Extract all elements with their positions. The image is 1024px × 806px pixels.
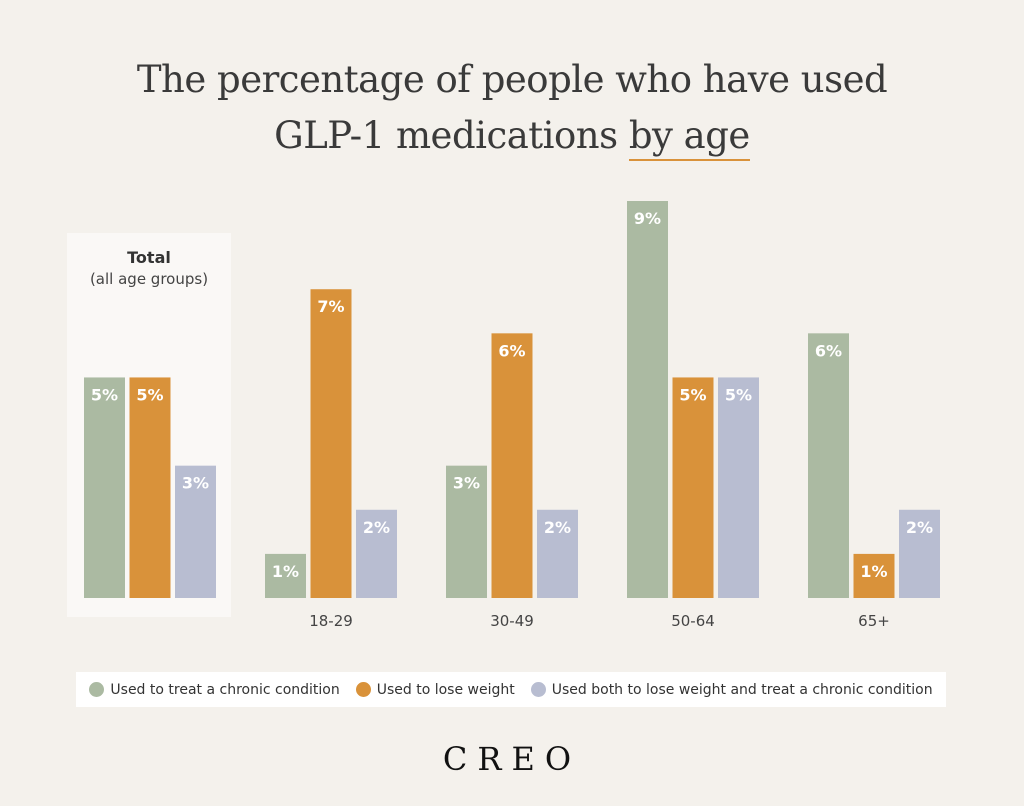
bar-50-64-0 bbox=[627, 201, 668, 598]
bar-65+-0 bbox=[808, 333, 849, 598]
legend-swatch-green bbox=[89, 682, 105, 697]
data-label: 7% bbox=[317, 297, 344, 316]
legend-item-chronic: Used to treat a chronic condition bbox=[89, 681, 340, 698]
x-tick-label: 65+ bbox=[858, 612, 890, 630]
legend-item-both: Used both to lose weight and treat a chr… bbox=[530, 681, 933, 698]
bar-30-49-0 bbox=[446, 465, 487, 598]
creo-logo: CREO bbox=[442, 740, 582, 778]
legend-swatch-lavender bbox=[530, 682, 546, 697]
bar-30-49-1 bbox=[491, 333, 533, 598]
legend-item-weight: Used to lose weight bbox=[355, 681, 515, 698]
data-label: 2% bbox=[363, 518, 390, 537]
data-label: 6% bbox=[498, 341, 525, 360]
data-label: 1% bbox=[272, 562, 299, 581]
data-label: 5% bbox=[679, 385, 706, 404]
title-line-1: The percentage of people who have used bbox=[136, 58, 888, 101]
bar-50-64-1 bbox=[672, 377, 714, 598]
title-line-2-prefix: GLP-1 medications bbox=[274, 114, 629, 157]
data-label: 5% bbox=[136, 385, 163, 404]
x-tick-label: 30-49 bbox=[490, 612, 534, 630]
total-panel-subtitle: (all age groups) bbox=[90, 270, 208, 288]
data-label: 9% bbox=[634, 209, 661, 228]
legend: Used to treat a chronic condition Used t… bbox=[76, 672, 946, 707]
bar-50-64-2 bbox=[718, 377, 759, 598]
data-label: 2% bbox=[544, 518, 571, 537]
data-label: 3% bbox=[182, 474, 209, 493]
x-tick-label: 50-64 bbox=[671, 612, 715, 630]
data-label: 1% bbox=[860, 562, 887, 581]
bar-30-49-2 bbox=[537, 509, 578, 598]
title-highlight: by age bbox=[628, 114, 750, 161]
bar-Total-1 bbox=[129, 377, 171, 598]
bar-65+-2 bbox=[899, 509, 940, 598]
data-label: 2% bbox=[906, 518, 933, 537]
title-line-2: GLP-1 medications by age bbox=[0, 108, 1024, 164]
legend-label: Used to lose weight bbox=[376, 681, 515, 698]
bar-Total-0 bbox=[84, 377, 125, 598]
bar-18-29-0 bbox=[265, 553, 306, 598]
bar-18-29-2 bbox=[356, 509, 397, 598]
chart-title: The percentage of people who have used G… bbox=[0, 52, 1024, 164]
bar-Total-2 bbox=[175, 465, 216, 598]
bar-65+-1 bbox=[853, 553, 895, 598]
data-label: 3% bbox=[453, 474, 480, 493]
legend-swatch-orange bbox=[355, 682, 371, 697]
bar-chart: Total (all age groups) 5% 5% 3% 1% 7% 2% 18-29… bbox=[84, 201, 940, 630]
legend-label: Used to treat a chronic condition bbox=[110, 681, 340, 698]
data-label: 6% bbox=[815, 341, 842, 360]
legend-label: Used both to lose weight and treat a chr… bbox=[551, 681, 933, 698]
x-tick-label: 18-29 bbox=[309, 612, 353, 630]
data-label: 5% bbox=[91, 385, 118, 404]
bar-18-29-1 bbox=[310, 289, 352, 598]
total-panel-title: Total bbox=[127, 248, 171, 267]
data-label: 5% bbox=[725, 385, 752, 404]
